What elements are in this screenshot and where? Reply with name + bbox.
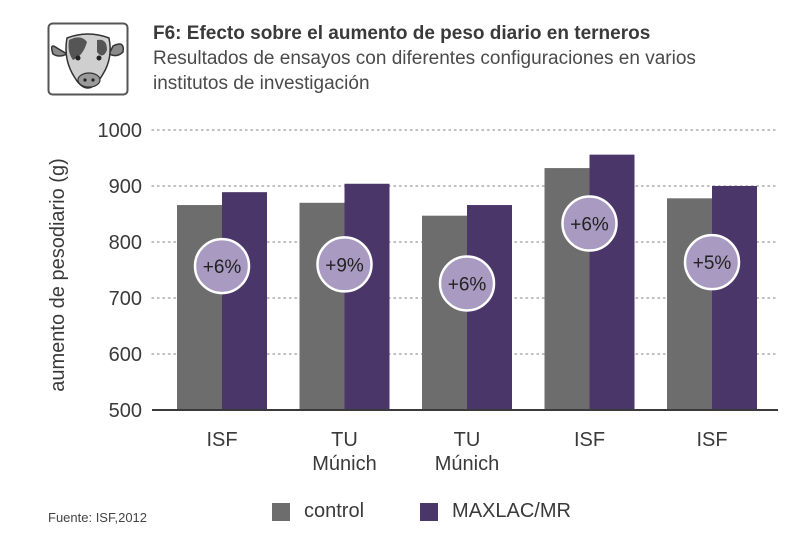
x-tick-label: Múnich <box>435 453 499 475</box>
x-tick-label: TU <box>454 429 481 451</box>
legend-swatch-control <box>272 502 290 521</box>
percent-badge <box>561 195 618 252</box>
y-axis-label: aumento de pesodiario (g) <box>47 158 69 391</box>
x-tick-label: ISF <box>206 429 237 451</box>
y-tick-label: 1000 <box>98 120 143 142</box>
x-tick-label: Múnich <box>312 453 376 475</box>
percent-label: +5% <box>693 253 732 274</box>
percent-label: +6% <box>570 215 609 236</box>
chart-subtitle: Resultados de ensayos con diferentes con… <box>153 48 696 94</box>
y-tick-label: 500 <box>109 400 142 422</box>
y-tick-label: 800 <box>109 232 142 254</box>
percent-label: +6% <box>448 274 487 295</box>
bar-control <box>667 198 712 410</box>
percent-label: +6% <box>203 257 242 278</box>
bar-maxlac <box>222 192 267 410</box>
x-tick-label: ISF <box>696 429 727 451</box>
legend-swatch-maxlac <box>420 502 439 521</box>
y-tick-label: 600 <box>109 344 142 366</box>
legend: control MAXLAC/MR <box>272 500 627 523</box>
percent-label: +9% <box>325 255 364 276</box>
percent-badge <box>193 237 251 295</box>
y-tick-label: 900 <box>109 176 142 198</box>
percent-badge <box>683 233 741 291</box>
legend-label-control: control <box>304 500 365 522</box>
x-tick-label: ISF <box>574 429 605 451</box>
x-tick-label: TU <box>331 429 358 451</box>
bar-control <box>177 205 222 410</box>
percent-badge <box>316 236 373 293</box>
chart-title: F6: Efecto sobre el aumento de peso diar… <box>153 23 651 44</box>
percent-badge <box>438 255 496 312</box>
bar-control <box>299 202 345 410</box>
y-tick-label: 700 <box>109 288 142 310</box>
source-note: Fuente: ISF,2012 <box>48 510 148 525</box>
bar-control <box>422 215 467 410</box>
legend-item-maxlac: MAXLAC/MR <box>420 500 571 523</box>
bar-maxlac <box>589 154 635 410</box>
legend-item-control: control <box>272 500 364 523</box>
bar-maxlac <box>712 186 757 410</box>
cow-head-icon <box>47 22 129 96</box>
bar-maxlac <box>344 183 390 410</box>
legend-label-maxlac: MAXLAC/MR <box>452 500 571 522</box>
